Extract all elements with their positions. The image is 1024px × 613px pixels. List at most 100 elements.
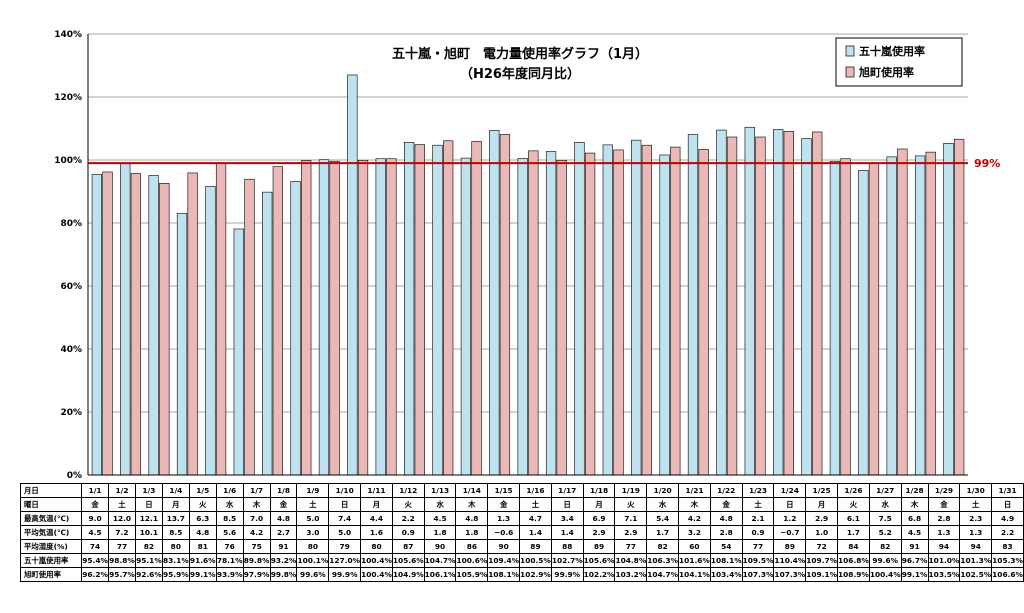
table-cell-igarashi-rate: 100.6% <box>455 553 489 568</box>
table-cell-date: 1/4 <box>161 483 190 498</box>
table-cell-avg-temp: 4.5 <box>900 525 929 540</box>
bar-igarashi <box>375 158 386 476</box>
bar-igarashi <box>91 174 102 476</box>
table-cell-avg-humidity: 89 <box>519 539 552 554</box>
table-cell-avg-humidity: 72 <box>805 539 839 554</box>
table-cell-date: 1/15 <box>487 483 521 498</box>
table-cell-avg-temp: 3.2 <box>678 525 711 540</box>
table-cell-avg-humidity: 88 <box>550 539 584 554</box>
bar-asahi <box>755 136 766 476</box>
table-cell-avg-humidity: 86 <box>455 539 489 554</box>
table-cell-weekday: 月 <box>360 497 393 512</box>
table-cell-avg-temp: 3.0 <box>296 525 330 540</box>
row-label-avg-humidity: 平均湿度(%) <box>19 539 83 554</box>
y-tick-label: 40% <box>60 345 82 355</box>
bar-igarashi <box>659 154 670 476</box>
legend-box <box>835 37 963 87</box>
table-cell-max-temp: 5.0 <box>296 511 330 526</box>
table-cell-avg-temp: 1.0 <box>805 525 839 540</box>
table-cell-weekday: 水 <box>868 497 902 512</box>
table-cell-asahi-rate: 99.9% <box>328 567 362 582</box>
table-cell-avg-humidity: 81 <box>188 539 217 554</box>
table-cell-avg-humidity: 84 <box>837 539 870 554</box>
table-cell-avg-humidity: 82 <box>646 539 680 554</box>
table-cell-max-temp: 6.8 <box>900 511 929 526</box>
table-cell-igarashi-rate: 108.1% <box>709 553 743 568</box>
table-cell-asahi-rate: 102.2% <box>582 567 616 582</box>
table-cell-asahi-rate: 103.4% <box>709 567 743 582</box>
bar-igarashi <box>148 175 159 476</box>
usage-rate-chart: 0% 20% 40% 60% 80% 100% 120% 140% 99% 五十嵐・旭町 電力… <box>54 30 1000 481</box>
bar-asahi <box>499 134 511 476</box>
table-cell-weekday: 木 <box>900 497 929 512</box>
legend: 五十嵐使用率 旭町使用率 <box>835 37 963 87</box>
table-cell-avg-temp: 0.9 <box>391 525 425 540</box>
table-cell-igarashi-rate: 89.8% <box>242 553 271 568</box>
table-cell-igarashi-rate: 98.8% <box>108 553 136 568</box>
bar-asahi <box>329 160 340 476</box>
table-cell-avg-temp: 2.9 <box>582 525 616 540</box>
table-cell-igarashi-rate: 95.4% <box>81 553 110 568</box>
table-cell-igarashi-rate: 101.3% <box>959 553 993 568</box>
table-cell-avg-humidity: 91 <box>269 539 298 554</box>
bar-igarashi <box>347 74 358 476</box>
table-cell-avg-humidity: 89 <box>773 539 807 554</box>
table-cell-weekday: 金 <box>269 497 298 512</box>
table-cell-avg-temp: 1.4 <box>550 525 584 540</box>
table-cell-igarashi-rate: 109.5% <box>741 553 775 568</box>
table-cell-date: 1/11 <box>360 483 393 498</box>
row-label-igarashi-rate: 五十嵐使用率 <box>19 553 83 568</box>
table-cell-asahi-rate: 92.6% <box>134 567 163 582</box>
bar-igarashi <box>205 186 216 476</box>
legend-label-asahi: 旭町使用率 <box>858 65 914 79</box>
table-cell-date: 1/28 <box>900 483 929 498</box>
table-cell-asahi-rate: 104.7% <box>646 567 680 582</box>
table-cell-avg-temp: 2.7 <box>269 525 298 540</box>
table-cell-date: 1/26 <box>837 483 870 498</box>
table-cell-weekday: 月 <box>161 497 190 512</box>
table-cell-weekday: 土 <box>959 497 993 512</box>
bar-igarashi <box>403 142 415 476</box>
table-cell-asahi-rate: 107.3% <box>773 567 807 582</box>
table-cell-avg-temp: 5.0 <box>328 525 362 540</box>
table-cell-avg-temp: 2.8 <box>709 525 743 540</box>
table-cell-max-temp: 3.4 <box>550 511 584 526</box>
bar-igarashi <box>602 144 613 476</box>
table-cell-avg-humidity: 83 <box>991 539 1024 554</box>
table-cell-avg-humidity: 82 <box>868 539 902 554</box>
table-cell-max-temp: 6.3 <box>188 511 217 526</box>
table-cell-max-temp: 12.1 <box>134 511 163 526</box>
chart-title: 五十嵐・旭町 電力量使用率グラフ（1月） <box>392 46 648 62</box>
bar-igarashi <box>460 157 472 476</box>
table-cell-avg-humidity: 74 <box>81 539 110 554</box>
table-cell-asahi-rate: 106.6% <box>991 567 1024 582</box>
table-cell-igarashi-rate: 101.0% <box>927 553 961 568</box>
table-cell-avg-humidity: 54 <box>709 539 743 554</box>
table-cell-max-temp: 4.7 <box>519 511 552 526</box>
table-cell-asahi-rate: 95.7% <box>108 567 136 582</box>
table-cell-max-temp: 5.4 <box>646 511 680 526</box>
table-cell-avg-temp: 1.7 <box>646 525 680 540</box>
table-cell-asahi-rate: 95.9% <box>161 567 190 582</box>
table-cell-date: 1/31 <box>991 483 1024 498</box>
table-cell-weekday: 月 <box>582 497 616 512</box>
weather-usage-table: 月日 1/1 1/2 1/3 1/4 1/5 1/6 1/7 1/8 1/9 1/10 1/11 1/… <box>19 483 1024 582</box>
table-cell-weekday: 土 <box>296 497 330 512</box>
table-cell-igarashi-rate: 105.3% <box>991 553 1024 568</box>
table-cell-weekday: 金 <box>709 497 743 512</box>
table-cell-max-temp: 7.1 <box>614 511 648 526</box>
reference-line-group: 99% <box>88 157 1000 170</box>
bar-asahi <box>868 162 880 476</box>
chart-subtitle: （H26年度同月比） <box>460 66 580 82</box>
table-cell-asahi-rate: 107.3% <box>741 567 775 582</box>
table-cell-avg-humidity: 94 <box>927 539 961 554</box>
bar-asahi <box>925 151 936 476</box>
table-cell-igarashi-rate: 127.0% <box>328 553 362 568</box>
bar-igarashi <box>687 134 699 476</box>
table-cell-avg-humidity: 77 <box>614 539 648 554</box>
table-cell-weekday: 木 <box>678 497 711 512</box>
bar-asahi <box>301 160 312 476</box>
bar-asahi <box>102 171 113 476</box>
table-cell-asahi-rate: 100.4% <box>868 567 902 582</box>
y-tick-label: 100% <box>54 156 82 166</box>
